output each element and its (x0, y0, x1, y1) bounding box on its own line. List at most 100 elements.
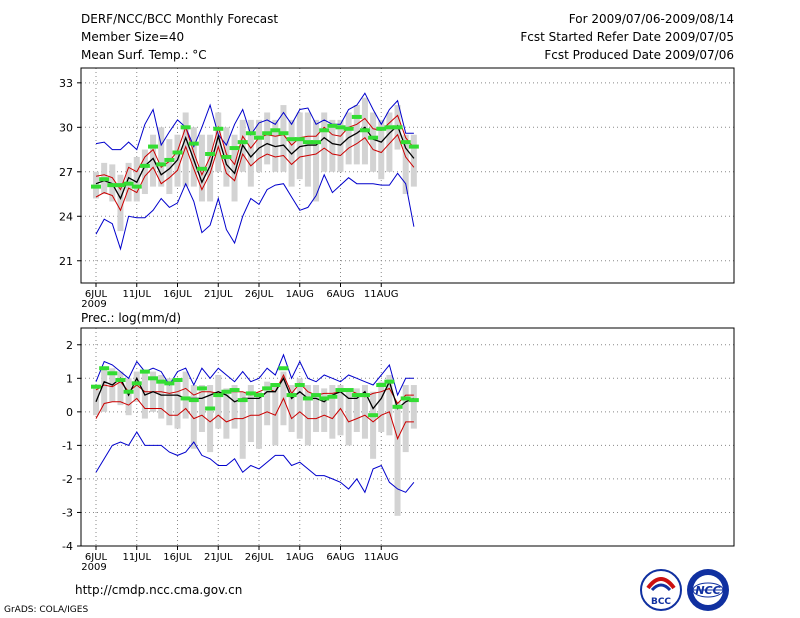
temp-ytick-label: 24 (59, 210, 73, 223)
prec-box (337, 385, 344, 436)
prec-climatology-mark (311, 393, 322, 398)
prec-climatology-mark (302, 396, 313, 401)
prec-xtick-label: 6AUG (326, 552, 354, 563)
temp-climatology-mark (384, 125, 395, 130)
temp-series-upper (95, 114, 415, 191)
prec-ytick-label: -2 (62, 473, 73, 486)
temp-xtick-label: 11AUG (364, 289, 399, 300)
prec-box (117, 371, 124, 406)
temp-box (280, 105, 287, 172)
prec-xtick-label: 6JUL (85, 552, 108, 563)
prec-ytick-label: 2 (66, 339, 73, 352)
temp-climatology-mark (262, 131, 273, 136)
ncc-logo-text: NCC (695, 584, 720, 597)
temp-climatology-mark (172, 150, 183, 155)
temp-xtick-label: 16JUL (163, 289, 192, 300)
temp-box (296, 112, 303, 180)
temp-box (313, 119, 320, 202)
temp-climatology-mark (148, 144, 159, 149)
temp-climatology-mark (351, 114, 362, 119)
source-url[interactable]: http://cmdp.ncc.cma.gov.cn (75, 583, 243, 597)
temp-series-min (95, 172, 415, 251)
temp-climatology-mark (302, 140, 313, 145)
prec-climatology-mark (319, 396, 330, 401)
prec-box (321, 388, 328, 432)
prec-box (198, 385, 205, 432)
temp-ytick-label: 33 (59, 77, 73, 90)
prec-climatology-mark (172, 377, 183, 382)
prec-ytick-label: -1 (62, 439, 73, 452)
prec-climatology-mark (351, 393, 362, 398)
temp-climatology-mark (237, 140, 248, 145)
prec-box (190, 385, 197, 449)
prec-series-lower (95, 397, 414, 441)
prec-box (174, 378, 181, 429)
temp-box (337, 119, 344, 172)
prec-box (133, 371, 140, 402)
temp-climatology-mark (392, 125, 403, 130)
prec-box (386, 374, 393, 436)
prec-climatology-mark (131, 381, 142, 386)
temp-xtick-label: 6JUL (85, 289, 108, 300)
temp-box (166, 139, 173, 195)
prec-box (101, 368, 108, 412)
chart-title: DERF/NCC/BCC Monthly Forecast (81, 12, 279, 26)
forecast-started-date: Fcst Started Refer Date 2009/07/05 (520, 30, 734, 44)
temp-box (158, 127, 165, 187)
temp-xtick-label: 6AUG (326, 289, 354, 300)
temp-climatology-mark (400, 140, 411, 145)
prec-climatology-mark (156, 379, 167, 384)
prec-box (410, 385, 417, 429)
prec-climatology-mark (294, 383, 305, 388)
prec-climatology-mark (245, 391, 256, 396)
temp-climatology-mark (196, 166, 207, 171)
prec-box (223, 388, 230, 439)
prec-panel-title: Prec.: log(mm/d) (81, 311, 181, 325)
prec-box (239, 391, 246, 459)
temp-box (272, 119, 279, 172)
prec-ytick-label: -3 (62, 506, 73, 519)
prec-box (231, 385, 238, 429)
temp-box (386, 112, 393, 172)
prec-climatology-mark (196, 386, 207, 391)
prec-ytick-label: 1 (66, 372, 73, 385)
prec-xtick-label: 26JUL (245, 552, 274, 563)
prec-box (361, 385, 368, 439)
prec-climatology-mark (327, 394, 338, 399)
prec-climatology-mark (164, 381, 175, 386)
grads-credit: GrADS: COLA/IGES (4, 605, 89, 615)
prec-climatology-mark (368, 413, 379, 418)
prec-climatology-mark (148, 376, 159, 381)
temp-xtick-label: 11JUL (122, 289, 151, 300)
temp-box (207, 134, 214, 202)
prec-box (182, 371, 189, 419)
temp-climatology-mark (311, 140, 322, 145)
prec-box (256, 391, 262, 449)
prec-year-label: 2009 (81, 562, 106, 573)
temp-box (231, 134, 238, 202)
prec-climatology-mark (262, 386, 273, 391)
temp-box (353, 105, 360, 165)
prec-climatology-mark (188, 398, 199, 403)
temp-climatology-mark (188, 141, 199, 146)
prec-xtick-label: 16JUL (163, 552, 192, 563)
temp-panel: 21 24 27 30 33 6JUL 11JUL 16JUL 21JUL 26JUL 1AUG 6A… (59, 67, 735, 310)
prec-climatology-mark (221, 389, 232, 394)
prec-box (158, 374, 165, 419)
prec-xtick-label: 11AUG (364, 552, 399, 563)
temp-climatology-mark (294, 137, 305, 142)
prec-climatology-mark (237, 398, 248, 403)
temp-box (182, 112, 189, 187)
prec-box (166, 378, 173, 426)
temp-climatology-mark (286, 137, 297, 142)
prec-box (304, 385, 311, 446)
temp-climatology-mark (319, 128, 330, 133)
prec-box (296, 378, 303, 439)
temp-box (256, 119, 262, 172)
prec-box (207, 385, 214, 453)
prec-box (125, 378, 132, 416)
prec-climatology-mark (123, 389, 134, 394)
prec-climatology-mark (408, 398, 419, 403)
temp-climatology-mark (99, 177, 110, 182)
